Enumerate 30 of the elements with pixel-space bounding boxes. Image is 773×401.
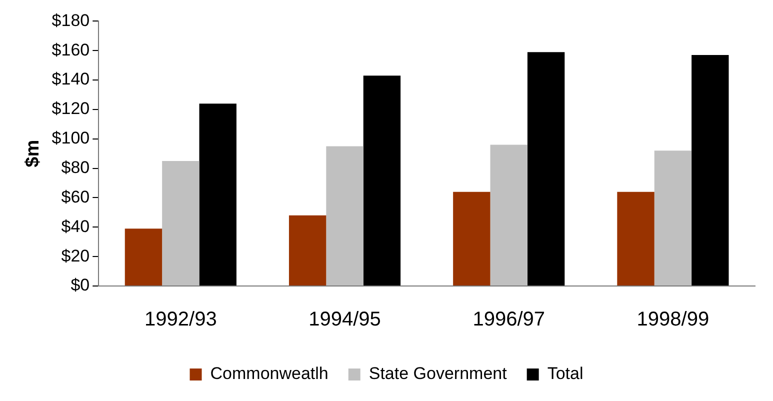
y-tick-label: $40 [61, 216, 90, 236]
bar [124, 228, 162, 286]
bar [617, 192, 654, 286]
y-tick-label: $140 [52, 70, 90, 89]
legend-label: State Government [368, 364, 508, 384]
x-tick-label: 1996/97 [472, 308, 546, 331]
bar [363, 76, 401, 286]
x-tick-label: 1992/93 [144, 308, 217, 331]
legend-label: Commonweatlh [210, 364, 328, 384]
bar [199, 104, 236, 286]
y-tick-label: $80 [61, 158, 90, 177]
y-tick-label: $120 [52, 99, 90, 118]
bar [326, 146, 364, 286]
y-tick-label: $60 [61, 187, 90, 206]
bar [490, 144, 528, 286]
bar [453, 192, 490, 286]
x-tick-label: 1994/95 [308, 308, 381, 331]
y-tick-label: $180 [52, 10, 90, 30]
bar [288, 215, 326, 286]
y-axis-title: $m [22, 140, 44, 168]
bar [162, 160, 200, 286]
y-tick-label: $100 [52, 128, 90, 148]
y-tick-label: $20 [61, 246, 90, 266]
bar [692, 55, 729, 286]
y-tick-label: $0 [70, 276, 90, 295]
y-tick-label: $160 [52, 40, 90, 60]
bar [527, 52, 565, 286]
x-tick-label: 1998/99 [636, 308, 710, 331]
legend-label: Total [547, 364, 584, 384]
bar [654, 150, 692, 286]
